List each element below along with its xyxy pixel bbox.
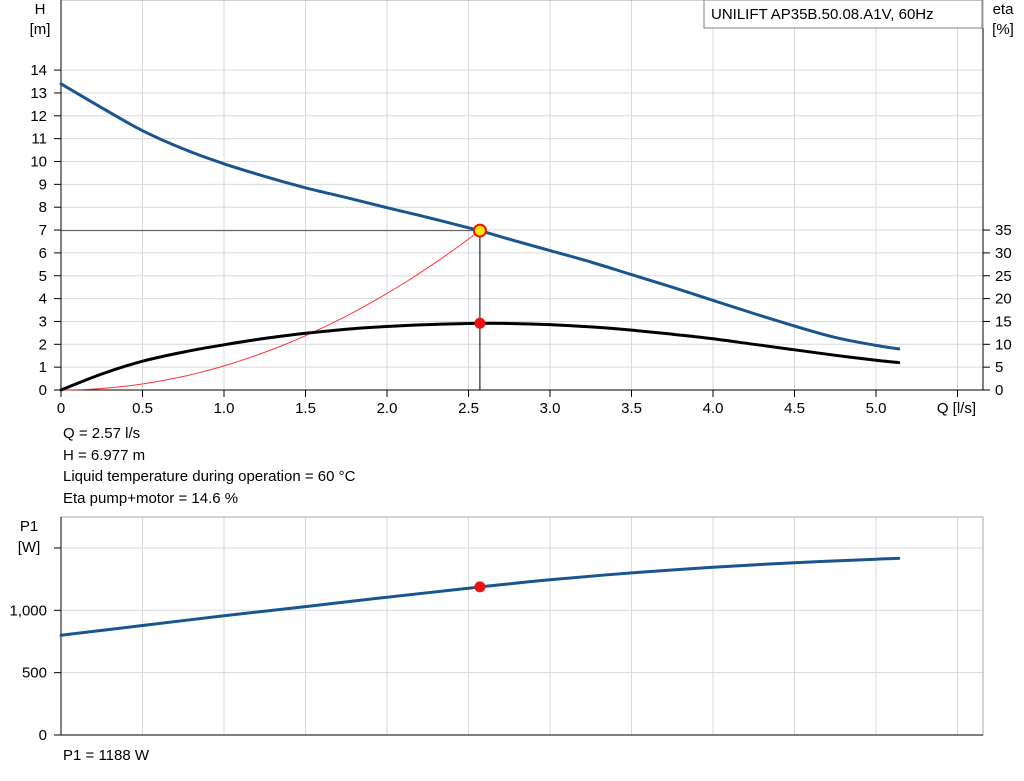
y-tick-label: 5	[39, 268, 47, 285]
x-tick-label: 2.5	[458, 400, 479, 417]
power-chart: 0 500 1,000 P1 [W]	[9, 516, 984, 744]
chart-title-box	[703, 0, 983, 29]
power-curves	[59, 556, 901, 637]
y-tick-label: 10	[30, 154, 47, 171]
y-tick-label: 8	[39, 199, 47, 216]
p1-axis-unit: [W]	[18, 539, 41, 556]
y-tick-label: 12	[30, 108, 47, 125]
power-grid	[61, 517, 983, 735]
efficiency-operating-point	[474, 317, 486, 329]
power-axes	[54, 517, 983, 736]
y2-tick-label: 10	[995, 336, 1012, 353]
x-tick-label: 0.5	[132, 400, 153, 417]
p1-tick-label: 1,000	[9, 602, 47, 619]
y-axis-title: H	[35, 1, 46, 18]
y-tick-label: 0	[39, 382, 47, 399]
x-axis-title: Q [l/s]	[937, 400, 976, 417]
y2-tick-label: 20	[995, 291, 1012, 308]
y-tick-label: 3	[39, 313, 47, 330]
x-tick-label: 3.0	[540, 400, 561, 417]
efficiency-readout: Eta pump+motor = 14.6 %	[63, 490, 239, 507]
y2-tick-label: 25	[995, 268, 1012, 285]
y-tick-label: 2	[39, 336, 47, 353]
system-curve	[60, 230, 481, 391]
flow-readout: Q = 2.57 l/s	[63, 425, 141, 442]
x-tick-label: 4.0	[703, 400, 724, 417]
x-tick-label: 1.0	[214, 400, 235, 417]
y-tick-label: 13	[30, 85, 47, 102]
x-tick-label: 1.5	[295, 400, 316, 417]
power-operating-point	[474, 581, 486, 593]
performance-axes	[54, 0, 990, 397]
x-tick-label: 3.5	[621, 400, 642, 417]
performance-markers	[472, 223, 487, 329]
p1-tick-label: 500	[22, 665, 47, 682]
y2-tick-label: 30	[995, 245, 1012, 262]
performance-plot-frame	[60, 0, 984, 391]
power-plot-frame	[60, 516, 984, 736]
temperature-readout: Liquid temperature during operation = 60…	[63, 468, 356, 485]
y2-axis-title: eta	[993, 1, 1015, 18]
y-tick-label: 14	[30, 62, 47, 79]
y2-tick-label: 35	[995, 222, 1012, 239]
p1-tick-label: 0	[39, 727, 47, 744]
x-tick-label: 4.5	[784, 400, 805, 417]
performance-grid	[61, 0, 983, 390]
y-tick-label: 4	[39, 291, 47, 308]
x-tick-label: 5.0	[866, 400, 887, 417]
power-curve	[59, 556, 901, 637]
y2-tick-label: 0	[995, 382, 1003, 399]
y2-axis-unit: [%]	[992, 21, 1014, 38]
head-readout: H = 6.977 m	[63, 447, 146, 464]
head-operating-point	[472, 223, 487, 238]
y-axis-unit: [m]	[30, 21, 51, 38]
power-tick-labels: 0 500 1,000	[9, 602, 47, 744]
x-tick-label: 0	[57, 400, 65, 417]
y-tick-label: 7	[39, 222, 47, 239]
chart-title: UNILIFT AP35B.50.08.A1V, 60Hz	[711, 6, 934, 23]
x-tick-label: 2.0	[377, 400, 398, 417]
y2-tick-label: 15	[995, 313, 1012, 330]
power-readout: P1 = 1188 W	[63, 747, 150, 764]
y-tick-label: 11	[31, 131, 47, 148]
y-tick-label: 1	[39, 359, 47, 376]
power-markers	[474, 581, 486, 593]
p1-axis-title: P1	[20, 518, 38, 535]
y-tick-label: 9	[39, 176, 47, 193]
y-tick-label: 6	[39, 245, 47, 262]
y2-tick-label: 5	[995, 359, 1003, 376]
